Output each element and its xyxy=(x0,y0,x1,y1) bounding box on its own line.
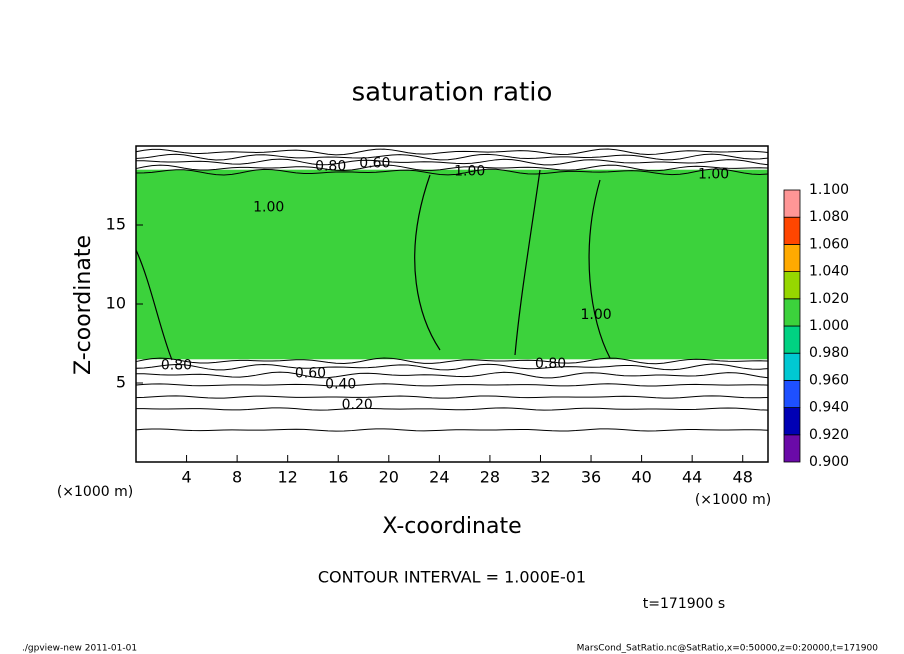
contour-line xyxy=(135,428,769,432)
contour-line xyxy=(135,168,769,176)
contour-line xyxy=(135,363,769,371)
x-tick-label: 28 xyxy=(480,468,500,487)
contour-label: 1.00 xyxy=(253,200,284,216)
x-unit: (×1000 m) xyxy=(695,492,771,508)
y-tick-label: 5 xyxy=(116,373,126,392)
contour-line xyxy=(135,357,769,365)
contour-label: 0.80 xyxy=(161,358,192,374)
x-tick-label: 24 xyxy=(429,468,449,487)
colorbar-band xyxy=(783,352,801,381)
contour-line xyxy=(135,371,769,379)
contour-line xyxy=(135,383,769,387)
contour-line xyxy=(135,407,769,411)
colorbar-label: 0.980 xyxy=(809,345,849,361)
colorbar-band xyxy=(783,243,801,272)
x-tick-label: 20 xyxy=(379,468,399,487)
x-tick-label: 40 xyxy=(631,468,651,487)
x-tick-label: 4 xyxy=(181,468,191,487)
x-tick-label: 36 xyxy=(581,468,601,487)
contour-line xyxy=(135,164,769,172)
contour-label: 0.80 xyxy=(315,159,346,175)
saturated-layer xyxy=(136,169,768,360)
contour-label: 1.00 xyxy=(698,166,729,182)
contour-label: 0.40 xyxy=(325,377,356,393)
x-tick-label: 32 xyxy=(530,468,550,487)
contour-label: 1.00 xyxy=(581,307,612,323)
contour-label: 0.20 xyxy=(342,397,373,413)
x-tick-label: 12 xyxy=(278,468,298,487)
x-tick-label: 48 xyxy=(733,468,753,487)
y-axis-title: Z-coordinate xyxy=(71,235,96,375)
colorbar-band xyxy=(783,216,801,245)
colorbar-band xyxy=(783,271,801,300)
contour-line xyxy=(135,169,611,361)
time-label: t=171900 s xyxy=(643,596,725,612)
contour-interval: CONTOUR INTERVAL = 1.000E-01 xyxy=(318,568,586,587)
colorbar-band xyxy=(783,379,801,408)
colorbar-label: 0.960 xyxy=(809,372,849,388)
colorbar-band xyxy=(783,434,801,463)
x-tick-label: 8 xyxy=(232,468,242,487)
colorbar-label: 1.000 xyxy=(809,318,849,334)
chart-title: saturation ratio xyxy=(352,78,553,108)
y-tick-label: 10 xyxy=(106,294,126,313)
contour-line xyxy=(135,148,769,156)
x-tick-label: 16 xyxy=(328,468,348,487)
colorbar-label: 1.060 xyxy=(809,236,849,252)
y-tick-label: 15 xyxy=(106,215,126,234)
footer: MarsCond_SatRatio.nc@SatRatio,x=0:50000,… xyxy=(577,644,879,654)
colorbar-label: 0.900 xyxy=(809,454,849,470)
contour-label: 0.60 xyxy=(295,366,326,382)
contour-label: 0.80 xyxy=(535,356,566,372)
contour-line xyxy=(135,395,769,399)
x-axis-title: X-coordinate xyxy=(382,514,521,539)
colorbar-band xyxy=(783,298,801,327)
x-tick-label: 44 xyxy=(682,468,702,487)
colorbar-label: 0.920 xyxy=(809,427,849,443)
colorbar-label: 0.940 xyxy=(809,400,849,416)
footer: ./gpview-new 2011-01-01 xyxy=(22,644,137,654)
colorbar-band xyxy=(783,325,801,354)
x-unit: (×1000 m) xyxy=(57,484,133,500)
colorbar-label: 1.080 xyxy=(809,209,849,225)
contour-label: 1.00 xyxy=(454,163,485,179)
contour-line xyxy=(135,153,769,161)
contour-label: 0.60 xyxy=(359,155,390,171)
colorbar-band xyxy=(783,407,801,436)
colorbar-label: 1.100 xyxy=(809,182,849,198)
contour-line xyxy=(135,158,769,166)
colorbar-band xyxy=(783,189,801,218)
colorbar-label: 1.040 xyxy=(809,264,849,280)
colorbar-label: 1.020 xyxy=(809,291,849,307)
